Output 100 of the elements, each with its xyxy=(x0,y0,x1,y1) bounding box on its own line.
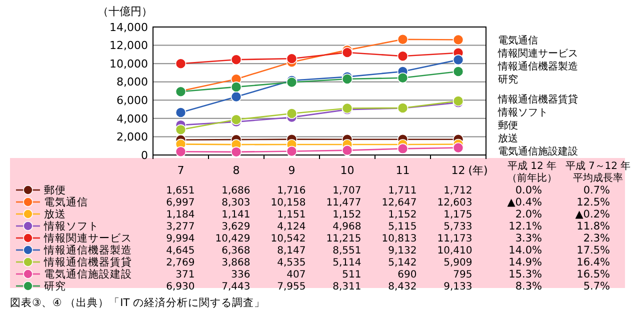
text: 情報通信機器賃貸 xyxy=(498,94,578,106)
data-label: 3,277 xyxy=(166,222,195,232)
data-label: 1,152 xyxy=(388,210,417,220)
x-axis-title: (年) xyxy=(468,164,488,177)
text: （前年比） xyxy=(507,172,557,184)
x-tick-label: 10 xyxy=(340,164,354,177)
data-label: 2,769 xyxy=(166,258,195,268)
data-label: 1,651 xyxy=(166,186,195,196)
data-label: 5,115 xyxy=(388,222,417,232)
text: 12.1% xyxy=(508,220,542,233)
legend-label: 郵便 xyxy=(44,184,66,197)
text: 12.5% xyxy=(576,196,610,209)
point xyxy=(286,53,298,64)
text: 16.4% xyxy=(576,256,610,269)
data-label: 12,603 xyxy=(437,198,472,208)
text: 平成 7～12 年 xyxy=(565,160,631,172)
text: 15.3% xyxy=(508,268,542,281)
text: 情報関連サービス xyxy=(498,48,578,60)
data-label: 10,813 xyxy=(382,234,417,244)
data-label: 5,142 xyxy=(388,258,417,268)
data-label: 407 xyxy=(286,270,306,280)
point xyxy=(397,50,408,62)
legend-label: 情報通信機器賃貸 xyxy=(43,256,132,269)
y-tick-label: 10,000 xyxy=(110,57,148,70)
text: 放送 xyxy=(498,134,518,144)
point xyxy=(397,143,408,154)
point xyxy=(230,91,242,102)
data-label: 1,707 xyxy=(332,186,362,196)
legend-label: 電気通信 xyxy=(44,196,88,209)
text: 平均成長率 xyxy=(573,172,623,184)
data-label: 5,733 xyxy=(444,222,472,232)
point xyxy=(175,58,186,70)
data-label: 1,141 xyxy=(222,210,250,220)
legend-label: 情報通信機器製造 xyxy=(43,244,132,257)
text: 8.3% xyxy=(515,280,542,293)
data-label: 11,173 xyxy=(437,234,472,244)
point xyxy=(175,146,186,158)
point xyxy=(397,34,408,45)
text: 17.5% xyxy=(576,244,610,257)
x-tick-label: 8 xyxy=(232,164,240,177)
point xyxy=(230,146,242,158)
data-label: 7,443 xyxy=(222,282,250,292)
data-label: 6,930 xyxy=(166,282,195,292)
point xyxy=(397,72,408,84)
text: 研究 xyxy=(498,74,518,86)
data-label: 10,429 xyxy=(215,234,250,244)
data-label: 6,368 xyxy=(222,246,250,256)
point xyxy=(452,66,464,77)
text: 2.3% xyxy=(583,232,610,245)
data-label: 6,997 xyxy=(166,198,195,208)
text: ▲0.4% xyxy=(507,196,542,209)
legend-label: 情報関連サービス xyxy=(43,232,132,245)
text: 情報ソフト xyxy=(498,108,548,118)
data-label: 8,311 xyxy=(332,282,362,292)
y-tick-label: 12,000 xyxy=(110,39,148,52)
text: 電気通信 xyxy=(498,35,538,46)
data-label: 9,994 xyxy=(166,234,195,244)
text: 2.0% xyxy=(515,208,542,221)
y-tick-label: 8,000 xyxy=(116,76,148,89)
y-tick-label: 6,000 xyxy=(116,94,148,107)
text: 5.7% xyxy=(583,280,610,293)
data-label: 8,147 xyxy=(277,246,306,256)
data-label: 4,645 xyxy=(166,246,195,256)
data-label: 8,551 xyxy=(332,246,362,256)
data-label: 10,542 xyxy=(270,234,306,244)
point xyxy=(230,54,242,66)
data-label: 9,133 xyxy=(444,282,472,292)
text: 情報通信機器製造 xyxy=(498,61,578,72)
text: 14.0% xyxy=(508,244,542,257)
point xyxy=(452,34,464,46)
point xyxy=(286,146,298,157)
legend-label: 放送 xyxy=(44,208,66,221)
legend-label: 情報ソフト xyxy=(43,220,99,233)
data-label: 5,909 xyxy=(444,258,472,268)
point xyxy=(175,107,186,118)
data-label: 7,955 xyxy=(277,282,306,292)
text: 0.7% xyxy=(583,184,610,197)
y-tick-label: 4,000 xyxy=(116,112,148,126)
data-label: 9,132 xyxy=(388,246,417,256)
data-label: 371 xyxy=(176,270,195,280)
data-label: 1,151 xyxy=(277,210,306,220)
point xyxy=(452,142,464,154)
text: 郵便 xyxy=(498,120,518,132)
data-label: 1,686 xyxy=(222,186,250,196)
data-label: 4,535 xyxy=(277,258,306,268)
y-tick-label: 14,000 xyxy=(110,20,148,34)
data-label: 1,175 xyxy=(444,210,472,220)
data-label: 1,184 xyxy=(166,210,195,220)
data-label: 690 xyxy=(398,270,417,280)
x-tick-label: 11 xyxy=(396,164,410,177)
y-tick-label: 0 xyxy=(141,148,148,162)
data-label: 10,158 xyxy=(270,198,306,208)
text: 0.0% xyxy=(515,184,542,197)
legend-label: 研究 xyxy=(44,280,66,293)
point xyxy=(342,144,353,156)
point xyxy=(342,47,353,58)
x-tick-label: 9 xyxy=(288,164,296,177)
y-axis-title: （十億円） xyxy=(98,5,152,18)
data-label: 3,629 xyxy=(222,222,250,232)
text: 16.5% xyxy=(576,268,610,281)
